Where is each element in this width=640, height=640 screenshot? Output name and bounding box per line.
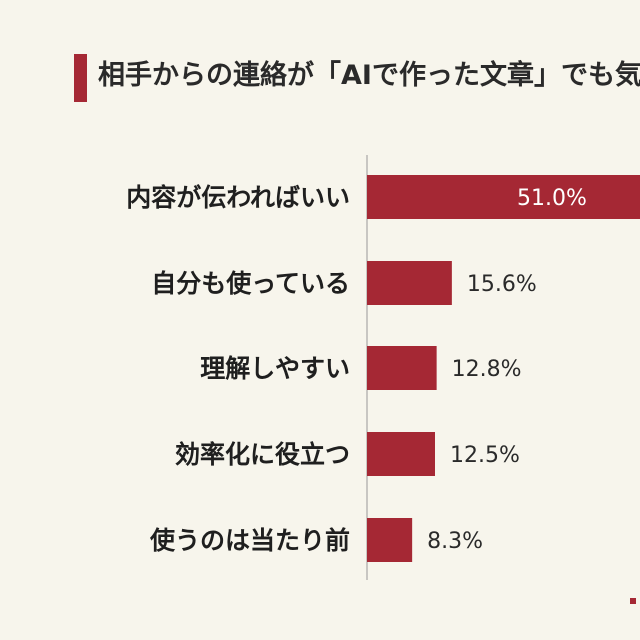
title-accent-bar <box>74 54 87 102</box>
value-label-2: 12.8% <box>452 357 522 382</box>
corner-logo-mark <box>630 598 636 604</box>
bar-2 <box>367 346 437 390</box>
category-label-0: 内容が伝わればいい <box>126 183 350 212</box>
category-label-1: 自分も使っている <box>151 269 350 298</box>
value-label-0: 51.0% <box>517 186 587 211</box>
bar-4 <box>367 518 413 562</box>
bar-3 <box>367 432 435 476</box>
chart-title: 相手からの連絡が「AIで作った文章」でも気 <box>98 60 640 91</box>
value-label-3: 12.5% <box>450 443 520 468</box>
category-label-4: 使うのは当たり前 <box>149 526 350 555</box>
category-label-3: 効率化に役立つ <box>175 440 350 469</box>
value-label-4: 8.3% <box>427 529 483 554</box>
bar-1 <box>367 261 452 305</box>
bar-0 <box>367 175 640 219</box>
category-label-2: 理解しやすい <box>200 354 350 383</box>
value-label-1: 15.6% <box>467 272 537 297</box>
